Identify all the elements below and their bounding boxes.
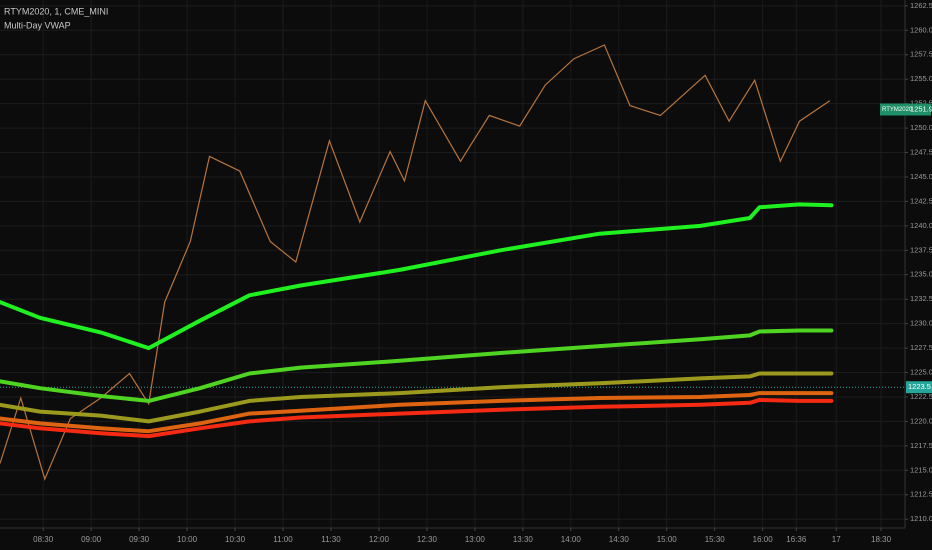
y-tick-label: 1242.5 xyxy=(910,196,932,205)
x-tick-label: 16:36 xyxy=(786,535,807,544)
price-line-tag xyxy=(906,381,932,394)
symbol-tag-label: RTYM2020 xyxy=(882,107,913,113)
x-tick-label: 18:30 xyxy=(871,535,892,544)
plot xyxy=(0,44,905,481)
y-tick-label: 1232.5 xyxy=(910,294,932,303)
y-tick-label: 1235.0 xyxy=(910,270,932,279)
vwap-line xyxy=(0,397,834,439)
x-tick-label: 08:30 xyxy=(33,535,54,544)
y-tick-label: 1247.5 xyxy=(910,148,932,157)
x-tick-label: 12:30 xyxy=(417,535,438,544)
chart-title: RTYM2020, 1, CME_MINI xyxy=(4,6,108,16)
x-tick-label: 11:30 xyxy=(321,535,341,544)
x-tick-label: 17 xyxy=(832,535,841,544)
y-tick-label: 1245.0 xyxy=(910,172,932,181)
axes: 1210.0 1212.5 1215.0 1217.5 1220.0 1222.5 1225… xyxy=(33,1,932,544)
x-tick-label: 10:30 xyxy=(225,535,246,544)
y-tick-label: 1255.0 xyxy=(910,74,932,83)
grid xyxy=(0,0,905,528)
vwap-line xyxy=(0,202,834,351)
y-tick-label: 1260.0 xyxy=(910,25,932,34)
y-tick-label: 1225.0 xyxy=(910,368,932,377)
y-tick-label: 1227.5 xyxy=(910,343,932,352)
y-tick-label: 1222.5 xyxy=(910,392,932,401)
x-tick-label: 13:00 xyxy=(465,535,486,544)
vwap-line xyxy=(0,391,834,434)
y-tick-label: 1252.5 xyxy=(910,99,932,108)
y-tick-label: 1237.5 xyxy=(910,245,932,254)
x-tick-label: 09:00 xyxy=(81,535,102,544)
x-tick-label: 11:00 xyxy=(273,535,293,544)
y-tick-label: 1257.5 xyxy=(910,50,932,59)
x-tick-label: 14:30 xyxy=(609,535,630,544)
y-tick-label: 1217.5 xyxy=(910,441,932,450)
y-tick-label: 1262.5 xyxy=(910,1,932,10)
y-tick-label: 1230.0 xyxy=(910,319,932,328)
x-tick-label: 16:00 xyxy=(753,535,774,544)
y-tick-label: 1215.0 xyxy=(910,465,932,474)
indicator-name: Multi-Day VWAP xyxy=(4,20,71,30)
vwap-line xyxy=(0,328,834,403)
y-tick-label: 1240.0 xyxy=(910,221,932,230)
x-tick-label: 12:00 xyxy=(369,535,390,544)
y-tick-label: 1210.0 xyxy=(910,514,932,523)
vwap-line xyxy=(0,371,834,424)
y-tick-label: 1220.0 xyxy=(910,416,932,425)
x-tick-label: 09:30 xyxy=(129,535,150,544)
x-tick-label: 15:00 xyxy=(657,535,678,544)
y-tick-label: 1250.0 xyxy=(910,123,932,132)
price-line-label: 1223.5 xyxy=(908,382,931,391)
x-tick-label: 15:30 xyxy=(705,535,726,544)
x-tick-label: 13:30 xyxy=(513,535,534,544)
price-series xyxy=(0,44,831,481)
x-tick-label: 10:00 xyxy=(177,535,198,544)
last-price-tag xyxy=(880,103,931,116)
x-tick-label: 14:00 xyxy=(561,535,582,544)
last-price-label: 1251.9 xyxy=(910,104,932,113)
y-tick-label: 1212.5 xyxy=(910,490,932,499)
